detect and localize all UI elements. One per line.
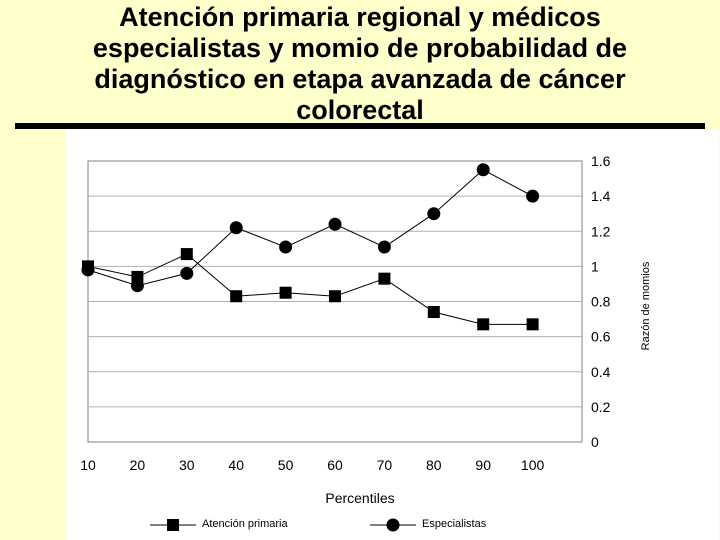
square-marker: [526, 318, 539, 331]
title-divider: [15, 123, 705, 129]
y-tick-label: 0.6: [591, 329, 611, 345]
square-marker: [131, 270, 144, 283]
square-marker: [378, 272, 391, 285]
square-marker: [427, 306, 440, 319]
x-tick-label: 90: [475, 457, 491, 473]
x-tick-label: 70: [377, 457, 393, 473]
y-tick-label: 1.4: [591, 188, 611, 204]
x-tick-label: 30: [179, 457, 195, 473]
legend-label: Especialistas: [422, 518, 487, 530]
y-tick-label: 0.8: [591, 294, 611, 310]
x-tick-label: 80: [426, 457, 442, 473]
square-marker: [477, 318, 490, 331]
x-axis-label: Percentiles: [325, 490, 394, 506]
x-tick-label: 10: [80, 457, 96, 473]
square-marker: [230, 290, 243, 303]
x-tick-label: 60: [327, 457, 343, 473]
circle-marker: [180, 266, 194, 280]
circle-marker: [377, 240, 391, 254]
slide-title: Atención primaria regional y médicos esp…: [92, 2, 628, 125]
circle-marker: [328, 217, 342, 231]
y-tick-label: 1.6: [591, 153, 611, 169]
y-tick-label: 0.2: [591, 399, 611, 415]
data-series: [81, 163, 540, 331]
square-marker: [180, 248, 193, 261]
x-tick-label: 20: [130, 457, 146, 473]
legend: Atención primaria Especialistas: [150, 518, 487, 532]
series-line: [87, 253, 533, 325]
y-tick-label: 1.2: [591, 223, 611, 239]
circle-marker: [476, 163, 490, 177]
x-tick-label: 40: [228, 457, 244, 473]
circle-marker: [427, 207, 441, 221]
y-tick-label: 0: [591, 434, 599, 450]
square-marker: [329, 290, 341, 303]
y-tick-label: 1: [591, 258, 599, 274]
circle-marker: [81, 263, 95, 277]
series-line: [87, 169, 533, 287]
legend-label: Atención primaria: [202, 518, 288, 530]
y-tick-labels: 0 0.2 0.4 0.6 0.8 1 1.2 1.4 1.6: [591, 153, 611, 450]
circle-marker: [526, 189, 540, 203]
x-tick-label: 100: [521, 457, 545, 473]
square-marker: [279, 286, 292, 299]
x-tick-labels: 10 20 30 40 50 60 70 80 90 100: [80, 457, 544, 473]
y-tick-label: 0.4: [591, 364, 611, 380]
circle-marker: [279, 240, 293, 254]
legend-circle-marker: [386, 518, 400, 532]
circle-marker: [229, 221, 243, 235]
x-tick-label: 50: [278, 457, 294, 473]
circle-marker: [130, 279, 144, 293]
y-axis-label: Razón de momios: [640, 261, 652, 350]
legend-square-marker: [167, 519, 179, 531]
